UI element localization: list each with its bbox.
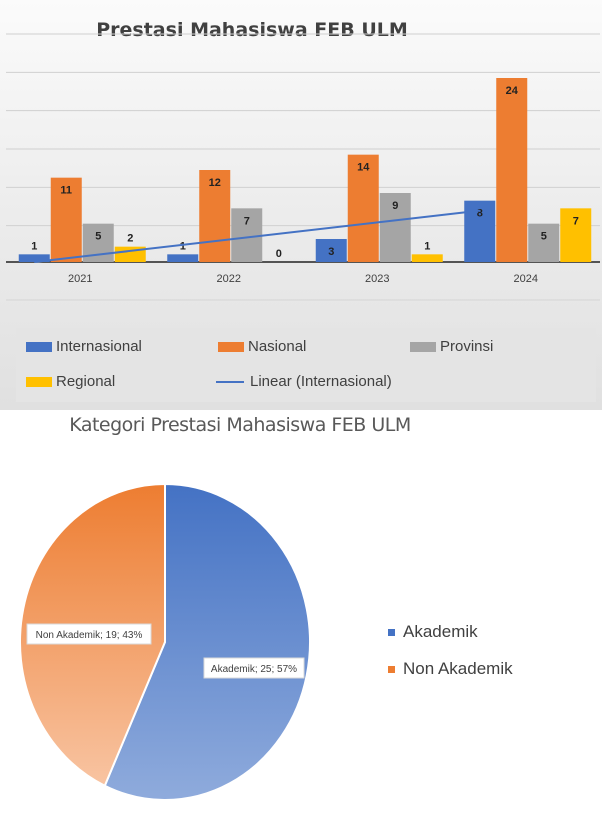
data-label-provinsi-2023: 9 xyxy=(392,200,398,212)
category-label-2021: 2021 xyxy=(68,273,92,285)
pie-label-box-non-akademik xyxy=(26,623,152,645)
pie-chart-title: Kategori Prestasi Mahasiswa FEB ULM xyxy=(69,414,411,436)
bar-nasional-2021 xyxy=(50,177,82,262)
category-label-2022: 2022 xyxy=(217,273,241,285)
category-labels: 2021 2022 2023 2024 xyxy=(68,273,538,285)
data-label-internasional-2023: 3 xyxy=(328,246,334,258)
legend-label-provinsi: Provinsi xyxy=(440,338,494,355)
bar-legend: Internasional Nasional Provinsi Regional… xyxy=(16,328,596,402)
trendline-internasional xyxy=(34,209,480,263)
pie-label-akademik: Akademik; 25; 57% xyxy=(211,664,297,675)
data-label-nasional-2022: 12 xyxy=(209,177,221,189)
bar-regional-2023 xyxy=(411,254,443,262)
bar-provinsi-2024 xyxy=(528,223,560,262)
bar-chart-title: Prestasi Mahasiswa FEB ULM xyxy=(96,19,408,41)
bar-internasional-2021 xyxy=(18,254,50,262)
data-label-regional-2022: 0 xyxy=(276,248,282,260)
data-label-internasional-2021: 1 xyxy=(31,240,37,252)
legend-item-regional: Regional xyxy=(26,373,115,390)
data-label-provinsi-2024: 5 xyxy=(541,231,547,243)
pie-legend-item-non-akademik: Non Akademik xyxy=(388,659,513,679)
legend-swatch-regional xyxy=(26,376,52,387)
category-label-2023: 2023 xyxy=(365,273,389,285)
pie-chart: Akademik; 25; 57% Non Akademik; 19; 43% xyxy=(19,482,311,801)
bar-nasional-2022 xyxy=(199,170,231,262)
pie-label-non-akademik: Non Akademik; 19; 43% xyxy=(36,630,143,641)
data-label-nasional-2024: 24 xyxy=(506,85,519,97)
trendline-group xyxy=(34,209,480,263)
pie-slice-akademik xyxy=(103,482,311,801)
bar-regional-2024 xyxy=(560,208,592,262)
legend-label-nasional: Nasional xyxy=(248,338,307,355)
legend-item-internasional: Internasional xyxy=(26,338,142,355)
data-label-regional-2021: 2 xyxy=(127,233,133,245)
bar-internasional-2022 xyxy=(167,254,199,262)
data-label-nasional-2021: 11 xyxy=(60,185,72,197)
pie-label-box-akademik xyxy=(203,657,305,679)
data-label-regional-2024: 7 xyxy=(573,215,579,227)
pie-legend-swatch-non-akademik xyxy=(388,665,395,673)
legend-swatch-nasional xyxy=(218,341,244,352)
data-label-provinsi-2022: 7 xyxy=(244,215,250,227)
bar-internasional-2023 xyxy=(315,239,347,262)
pie-chart-panel: Kategori Prestasi Mahasiswa FEB ULM Akad… xyxy=(0,410,602,824)
bar-chart-panel: Prestasi Mahasiswa FEB ULM 1 11 5 2 1 12 7 0 3 14… xyxy=(0,0,602,410)
legend-item-nasional: Nasional xyxy=(218,338,306,355)
legend-swatch-provinsi xyxy=(410,341,436,352)
pie-legend-item-akademik: Akademik xyxy=(388,622,478,642)
data-label-internasional-2022: 1 xyxy=(180,240,186,252)
legend-label-internasional: Internasional xyxy=(56,338,142,355)
bars xyxy=(18,78,592,262)
legend-label-regional: Regional xyxy=(56,373,116,390)
legend-label-trendline: Linear (Internasional) xyxy=(250,373,392,390)
bar-nasional-2024 xyxy=(496,78,528,262)
legend-line-trendline xyxy=(216,380,244,383)
pie-data-labels: Akademik; 25; 57% Non Akademik; 19; 43% xyxy=(26,623,305,679)
legend-swatch-internasional xyxy=(26,341,52,352)
pie-legend-label-non-akademik: Non Akademik xyxy=(403,659,513,678)
legend-item-trendline: Linear (Internasional) xyxy=(216,373,392,390)
data-label-regional-2023: 1 xyxy=(424,240,430,252)
pie-legend-label-akademik: Akademik xyxy=(403,622,478,641)
data-label-nasional-2023: 14 xyxy=(357,162,370,174)
pie-legend-swatch-akademik xyxy=(388,628,395,636)
data-label-provinsi-2021: 5 xyxy=(95,231,101,243)
data-label-internasional-2024: 8 xyxy=(477,208,483,220)
bar-nasional-2023 xyxy=(347,154,379,262)
category-label-2024: 2024 xyxy=(514,273,538,285)
legend-item-provinsi: Provinsi xyxy=(410,338,493,355)
bar-provinsi-2023 xyxy=(379,193,411,262)
bar-provinsi-2022 xyxy=(231,208,263,262)
